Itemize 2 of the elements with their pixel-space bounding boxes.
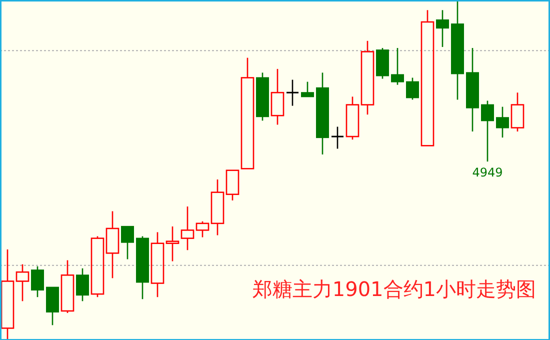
text: 郑糖主力1901合约1小时走势图 [252, 277, 536, 301]
annotation: 4949 [472, 166, 503, 180]
